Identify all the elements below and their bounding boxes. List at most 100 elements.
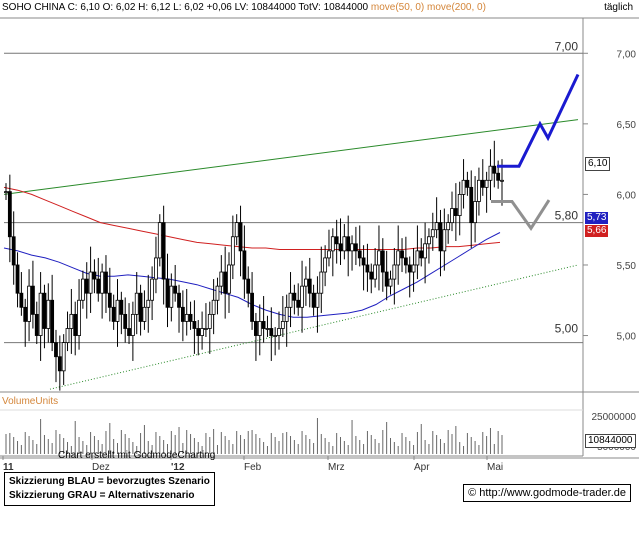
candle-body: [196, 328, 201, 336]
candle-body: [92, 271, 97, 280]
candle-body: [234, 222, 239, 238]
candle-body: [223, 271, 228, 294]
candle-body: [361, 257, 366, 266]
candle-body: [442, 229, 447, 252]
level-label-1: 5,80: [555, 209, 579, 223]
volume-units-label: VolumeUnits: [2, 396, 59, 407]
scenario-notes: Skizzierung BLAU = bevorzugtes Szenario …: [4, 472, 215, 506]
candle-body: [207, 313, 212, 329]
candle-body: [453, 208, 458, 216]
candle-body: [330, 236, 335, 252]
candle-body: [477, 179, 481, 202]
candle-body: [465, 179, 470, 188]
candle-body: [123, 313, 128, 329]
y-tick-label: 5,50: [617, 261, 637, 272]
candle-body: [350, 243, 354, 252]
close-price-tag: 6,10: [585, 157, 611, 171]
candle-body: [169, 285, 174, 308]
candle-body: [369, 271, 374, 280]
candle-body: [157, 222, 162, 259]
candle-body: [427, 236, 431, 245]
candle-body: [392, 264, 397, 280]
candle-body: [246, 278, 251, 294]
candle-body: [446, 222, 451, 231]
x-tick-label: Mai: [487, 462, 503, 473]
candle-body: [411, 264, 416, 273]
candle-body: [177, 292, 181, 308]
period-label: täglich: [604, 2, 633, 13]
candle-body: [357, 250, 362, 259]
candle-body: [15, 264, 20, 294]
x-tick-label: Apr: [414, 462, 430, 473]
candle-body: [346, 236, 351, 252]
candle-body: [488, 165, 493, 181]
header-ma-label: move(50, 0) move(200, 0): [370, 2, 486, 13]
candle-body: [288, 292, 293, 308]
volume-tick-label: 25000000: [592, 412, 637, 423]
candle-body: [269, 328, 274, 336]
candle-body: [280, 321, 285, 329]
candle-body: [334, 236, 339, 245]
candle-body: [323, 257, 328, 273]
candle-body: [115, 299, 120, 322]
candle-body: [277, 328, 281, 336]
note-blue: Skizzierung BLAU = bevorzugtes Szenario: [9, 476, 210, 487]
candle-body: [200, 328, 204, 336]
candle-body: [484, 179, 489, 188]
candle-body: [238, 222, 243, 252]
candle-body: [457, 194, 462, 216]
candle-body: [415, 250, 420, 266]
candle-body: [104, 271, 108, 294]
blue-scenario-path: [497, 73, 580, 168]
x-tick-label: 11: [3, 462, 14, 473]
candle-body: [353, 243, 358, 252]
candle-body: [50, 299, 55, 344]
candle-body: [107, 292, 112, 308]
candle-body: [227, 264, 231, 294]
upper-trendline: [3, 119, 579, 195]
candle-body: [327, 250, 331, 259]
candle-body: [500, 179, 504, 182]
candle-body: [250, 292, 254, 322]
candle-body: [496, 172, 501, 181]
candle-body: [265, 328, 270, 330]
candle-body: [434, 222, 439, 231]
candle-body: [342, 236, 347, 252]
x-tick-label: Feb: [244, 462, 262, 473]
candle-body: [192, 321, 197, 329]
candle-body: [296, 299, 301, 308]
candle-body: [407, 264, 412, 273]
candle-body: [204, 328, 208, 330]
candle-body: [242, 250, 247, 280]
candle-body: [304, 278, 308, 287]
candle-body: [438, 222, 443, 252]
candle-body: [165, 278, 170, 308]
x-tick-label: Mrz: [328, 462, 345, 473]
candle-body: [4, 191, 8, 193]
candle-body: [403, 257, 408, 266]
candle-body: [184, 313, 189, 322]
candle-body: [473, 201, 477, 224]
candle-body: [80, 278, 85, 301]
candle-body: [100, 271, 105, 294]
candle-body: [150, 278, 155, 301]
chart-header: SOHO CHINA C: 6,10 O: 6,02 H: 6,12 L: 6,…: [2, 2, 486, 13]
chart-credit: Chart erstellt mit GodmodeCharting: [58, 450, 216, 461]
candle-body: [300, 285, 304, 308]
candle-body: [73, 313, 78, 336]
candle-body: [388, 278, 393, 287]
candle-body: [419, 250, 424, 259]
candle-body: [230, 236, 235, 266]
source-url[interactable]: © http://www.godmode-trader.de: [463, 484, 631, 502]
x-tick-label: Dez: [92, 462, 110, 473]
candle-body: [31, 285, 35, 315]
candle-body: [42, 292, 47, 329]
candle-body: [311, 292, 316, 308]
candle-body: [111, 306, 116, 322]
candle-body: [38, 292, 43, 336]
candle-body: [292, 292, 297, 301]
candle-body: [373, 264, 378, 280]
note-gray: Skizzierung GRAU = Alternativszenario: [9, 490, 195, 501]
candle-body: [34, 313, 39, 336]
